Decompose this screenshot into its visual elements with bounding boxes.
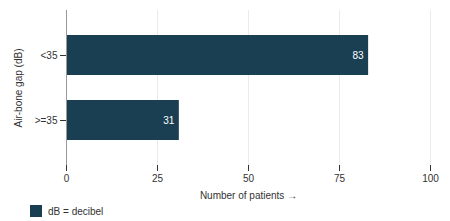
svg-text:75: 75 [334,173,346,184]
svg-text:Air-bone gap (dB): Air-bone gap (dB) [13,49,24,128]
svg-text:25: 25 [152,173,164,184]
svg-text:31: 31 [163,115,175,126]
svg-text:<35: <35 [41,50,58,61]
svg-text:0: 0 [64,173,70,184]
svg-text:>=35: >=35 [35,115,58,126]
html-text:dB = decibel: dB = decibel [48,205,104,217]
svg-text:83: 83 [352,50,364,61]
svg-text:50: 50 [243,173,255,184]
svg-text:100: 100 [422,173,439,184]
svg-text:Number of patients →: Number of patients → [200,190,297,201]
